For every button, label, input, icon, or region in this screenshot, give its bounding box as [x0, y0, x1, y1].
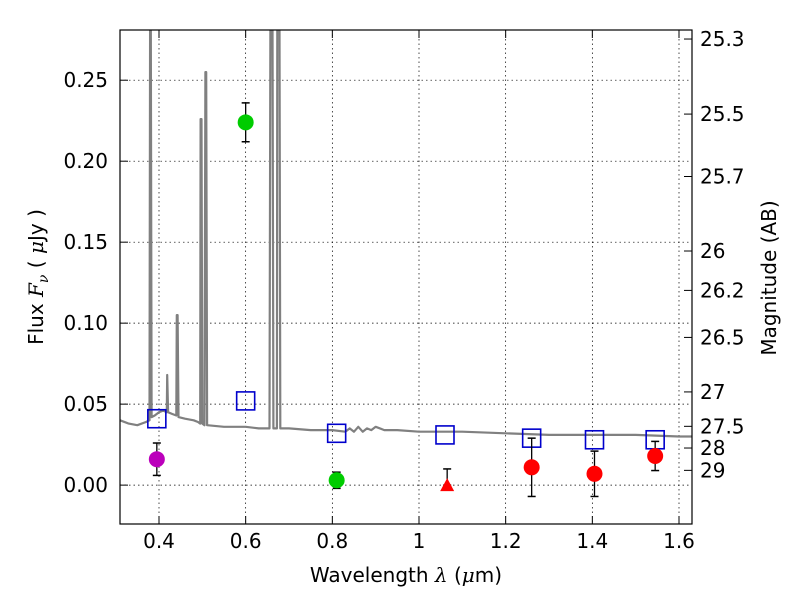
y2-tick-label: 28: [700, 436, 725, 460]
y-tick-label: 0.25: [63, 68, 108, 92]
x-tick-label: 0.4: [143, 529, 175, 553]
data-point-marker: [237, 114, 254, 131]
grid: [120, 30, 692, 524]
tick-layer: 0.4 0.6 0.8 1 1.2 1.4 1.6 0.00 0.05 0.10 0.15 0.20 0…: [63, 27, 744, 553]
data-point-marker: [647, 447, 664, 464]
y2-tick-label: 25.5: [700, 102, 745, 126]
model-square-marker: [326, 423, 347, 444]
x-tick-label: 1.4: [576, 529, 608, 553]
model-square-marker: [235, 391, 256, 411]
data-point-marker: [148, 451, 165, 468]
y-tick-label: 0.05: [63, 392, 108, 416]
x-tick-label: 0.6: [230, 529, 262, 553]
data-point-marker: [523, 459, 540, 476]
x-tick-label: 0.8: [316, 529, 348, 553]
y-axis-title: Flux Fν ( μJy ): [24, 209, 52, 345]
plot-frame: [119, 29, 693, 525]
y2-tick-label: 27.5: [700, 414, 745, 438]
x-tick-label: 1.6: [663, 529, 695, 553]
model-square-marker: [147, 408, 167, 429]
x-tick-label: 1: [413, 529, 426, 553]
data-point-marker: [328, 472, 345, 489]
model-square-marker: [435, 425, 455, 445]
spectrum-line: [120, 30, 692, 438]
y2-tick-label: 25.3: [700, 27, 745, 51]
y2-tick-label: 27: [700, 380, 725, 404]
y2-tick-label: 26.2: [700, 278, 745, 302]
y2-axis-title: Magnitude (AB): [757, 200, 781, 355]
y-tick-label: 0.20: [63, 149, 108, 173]
x-axis-title: Wavelength λ (μm): [310, 563, 502, 587]
data-point-marker: [586, 465, 603, 482]
y2-tick-label: 26: [700, 239, 725, 263]
y-tick-label: 0.00: [63, 473, 108, 497]
spectrum-layer: [120, 30, 692, 438]
upper-limit-marker: [440, 478, 455, 492]
x-tick-label: 1.2: [490, 529, 522, 553]
y2-tick-label: 29: [700, 458, 725, 482]
y-tick-label: 0.10: [63, 311, 108, 335]
marker-layer: [147, 102, 665, 498]
y-tick-label: 0.15: [63, 230, 108, 254]
y2-tick-label: 26.5: [700, 325, 745, 349]
model-square-marker: [584, 429, 605, 450]
y2-tick-label: 25.7: [700, 165, 745, 189]
